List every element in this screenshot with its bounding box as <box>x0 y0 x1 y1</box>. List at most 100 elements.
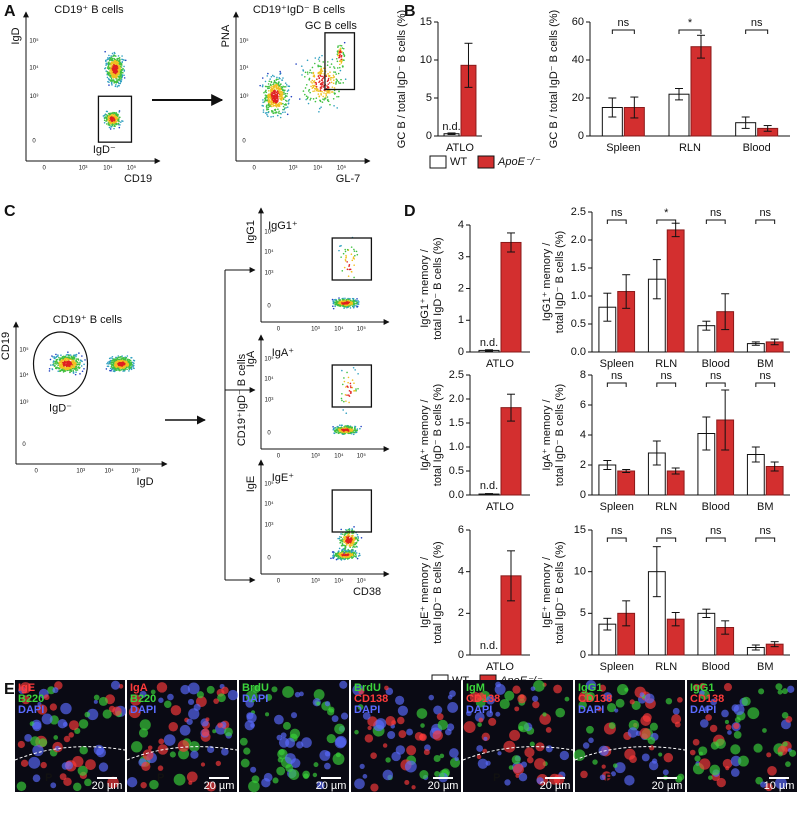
event-dot <box>127 363 129 365</box>
x-tick-label: RLN <box>655 501 677 513</box>
event-dot <box>346 302 348 304</box>
cell <box>630 699 635 704</box>
event-dot <box>314 76 316 78</box>
event-dot <box>270 90 272 92</box>
event-dot <box>118 363 120 365</box>
x-tick-label: RLN <box>655 358 677 370</box>
event-dot <box>273 102 275 104</box>
event-dot <box>337 67 339 69</box>
event-dot <box>54 363 56 365</box>
event-dot <box>117 71 119 73</box>
event-dot <box>114 114 116 116</box>
event-dot <box>282 94 284 96</box>
event-dot <box>128 370 130 372</box>
event-dot <box>115 65 117 67</box>
bracket <box>756 538 775 542</box>
event-dot <box>333 98 335 100</box>
event-dot <box>340 555 342 557</box>
event-dot <box>340 82 342 84</box>
y-axis-label: CD19 <box>0 332 12 360</box>
cell <box>52 687 58 693</box>
annotation: n.d. <box>480 337 498 349</box>
event-dot <box>353 382 355 384</box>
event-dot <box>267 116 269 118</box>
event-dot <box>334 93 336 95</box>
event-dot <box>326 75 328 77</box>
event-dot <box>113 128 115 130</box>
event-dot <box>55 354 57 356</box>
event-dot <box>62 369 64 371</box>
x-tick-label: ATLO <box>486 501 514 513</box>
event-dot <box>276 86 278 88</box>
event-dot <box>350 538 352 540</box>
event-dot <box>72 370 74 372</box>
event-dot <box>337 53 339 55</box>
y-tick-label: 0.0 <box>449 489 464 501</box>
flow-tick: 10³ <box>79 166 88 172</box>
event-dot <box>262 84 264 86</box>
flow-tick: 10⁴ <box>19 372 29 379</box>
cell <box>588 738 594 744</box>
cell <box>383 743 387 747</box>
cell <box>602 765 606 769</box>
cell <box>190 751 198 759</box>
scale-label: 20 µm <box>204 780 235 792</box>
event-dot <box>333 555 335 557</box>
stain-label: DAPI <box>242 693 268 705</box>
event-dot <box>356 298 358 300</box>
event-dot <box>288 100 290 102</box>
event-dot <box>78 352 80 354</box>
cell <box>171 705 181 715</box>
event-dot <box>281 91 283 93</box>
cell <box>85 759 96 770</box>
bracket <box>706 383 725 387</box>
significance: ns <box>710 370 722 382</box>
event-dot <box>349 304 351 306</box>
event-dot <box>282 77 284 79</box>
event-dot <box>336 58 338 60</box>
y-tick-label: 8 <box>580 369 586 381</box>
event-dot <box>275 104 277 106</box>
event-dot <box>118 55 120 57</box>
flow-tick: 10³ <box>311 327 320 333</box>
cell <box>141 762 150 771</box>
event-dot <box>72 357 74 359</box>
event-dot <box>341 543 343 545</box>
event-dot <box>341 400 343 402</box>
cell <box>617 684 628 695</box>
event-dot <box>342 65 344 67</box>
cell <box>553 685 562 694</box>
event-dot <box>112 76 114 78</box>
cell <box>411 785 415 789</box>
event-dot <box>117 366 119 368</box>
event-dot <box>337 557 339 559</box>
region-label: P <box>45 772 52 784</box>
event-dot <box>274 92 276 94</box>
event-dot <box>349 395 351 397</box>
event-dot <box>334 87 336 89</box>
cell <box>613 763 618 768</box>
event-dot <box>340 529 342 531</box>
event-dot <box>339 424 341 426</box>
event-dot <box>125 362 127 364</box>
cell <box>188 781 192 785</box>
event-dot <box>343 550 345 552</box>
event-dot <box>124 370 126 372</box>
significance: ns <box>611 207 623 219</box>
event-dot <box>333 74 335 76</box>
bar <box>698 613 715 655</box>
event-dot <box>65 358 67 360</box>
cell <box>28 757 40 769</box>
cell <box>313 773 317 777</box>
event-dot <box>114 74 116 76</box>
y-tick-label: 20 <box>572 92 584 104</box>
event-dot <box>49 368 51 370</box>
flow-tick: 10⁴ <box>104 468 114 475</box>
event-dot <box>108 62 110 64</box>
event-dot <box>357 428 359 430</box>
event-dot <box>341 45 343 47</box>
event-dot <box>53 363 55 365</box>
cell <box>333 753 345 765</box>
event-dot <box>276 105 278 107</box>
event-dot <box>123 366 125 368</box>
